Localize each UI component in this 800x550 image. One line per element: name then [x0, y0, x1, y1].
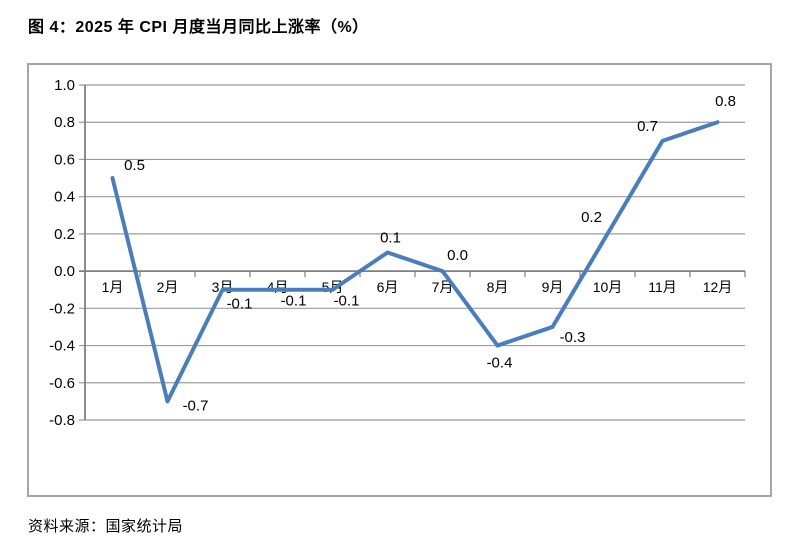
y-axis-tick-label: 0.6: [54, 151, 75, 168]
x-axis-category-label: 12月: [703, 279, 733, 295]
chart-frame: 1.0 0.8 0.6 0.4 0.2 0.0 -0.2 -0.4 -0.6 -0.8 1月 2月 3月…: [27, 63, 772, 497]
data-point-label: -0.7: [183, 397, 209, 414]
data-point-label: 0.5: [124, 157, 145, 174]
y-axis-tick-label: 0.4: [54, 189, 75, 206]
y-axis-tick-label: 0.0: [54, 263, 75, 280]
x-axis-category-label: 10月: [593, 279, 623, 295]
data-point-label: 0.8: [715, 93, 736, 110]
data-point-label: -0.3: [560, 329, 586, 346]
cpi-line-series: [110, 120, 720, 404]
y-axis-tick-label: 1.0: [54, 77, 75, 94]
cpi-line-chart: 1.00.80.60.40.20.0-0.2-0.4-0.6-0.81月 2月 3月…: [49, 77, 746, 429]
x-axis-category-label: 9月: [542, 279, 564, 295]
x-axis-category-label: 11月: [648, 279, 677, 295]
x-axis-category-label: 1月: [102, 279, 124, 295]
source-note: 资料来源：国家统计局: [28, 518, 184, 535]
data-point-label: 0.2: [581, 209, 602, 226]
data-point-label: -0.1: [281, 293, 307, 310]
x-axis-category-label: 8月: [487, 279, 509, 295]
x-axis-category-label: 7月: [432, 279, 454, 295]
figure-title: 图 4：2025 年 CPI 月度当月同比上涨率（%）: [28, 19, 369, 36]
y-axis-tick-label: -0.8: [49, 412, 75, 429]
y-axis-tick-label: -0.2: [49, 300, 75, 317]
data-point-label: 0.0: [447, 247, 468, 264]
x-axis-category-label: 6月: [377, 279, 399, 295]
data-point-label: -0.1: [227, 296, 253, 313]
x-axis-category-label: 2月: [157, 279, 179, 295]
data-point-label: 0.7: [637, 118, 658, 135]
y-axis-tick-label: 0.8: [54, 114, 75, 131]
y-axis-tick-label: -0.6: [49, 375, 75, 392]
data-point-label: -0.4: [487, 355, 513, 372]
y-axis-tick-label: -0.4: [49, 338, 75, 355]
y-axis-tick-label: 0.2: [54, 226, 75, 243]
data-point-label: 0.1: [380, 230, 401, 247]
data-point-label: -0.1: [334, 293, 360, 310]
